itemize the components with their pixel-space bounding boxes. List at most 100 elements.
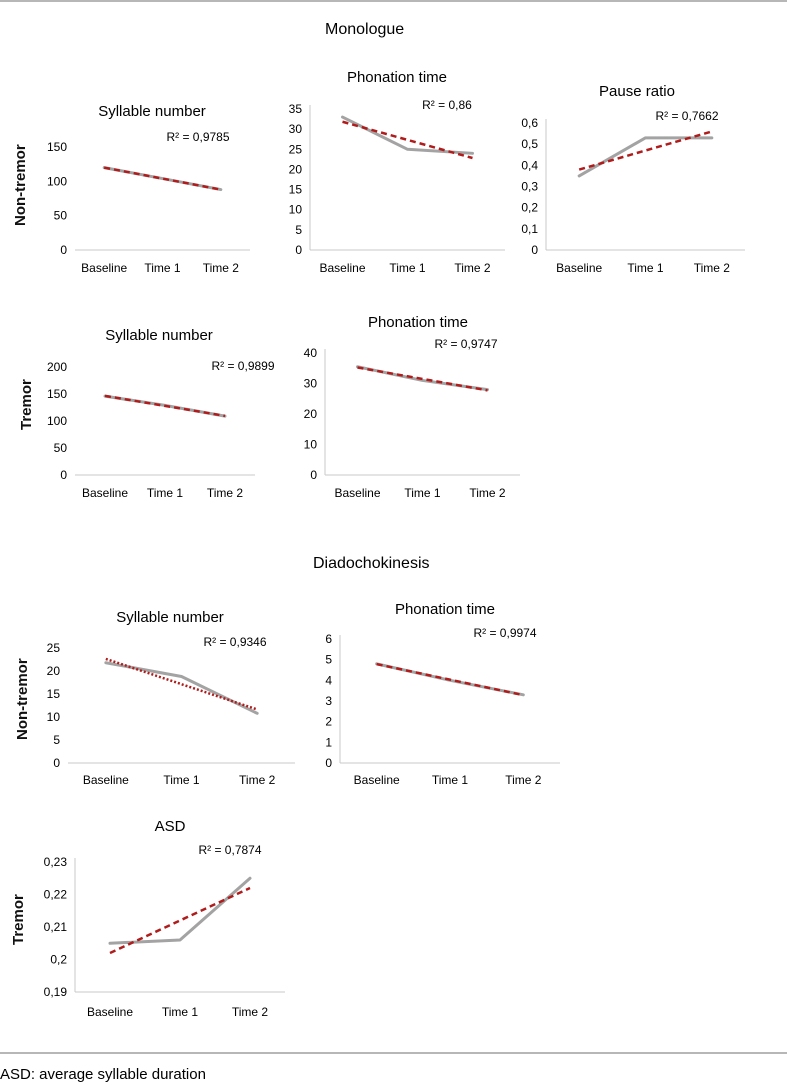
chart-title: ASD (155, 818, 186, 835)
y-tick-label: 0 (325, 756, 332, 770)
chart-title: Phonation time (368, 314, 468, 331)
y-tick-label: 50 (54, 209, 68, 223)
x-tick-label: Time 2 (232, 1005, 269, 1019)
y-tick-label: 200 (47, 360, 67, 374)
chart-title: Phonation time (347, 69, 447, 86)
y-tick-label: 15 (289, 183, 303, 197)
y-tick-label: 5 (325, 653, 332, 667)
x-tick-label: Time 1 (404, 486, 441, 500)
y-tick-label: 3 (325, 694, 332, 708)
y-tick-label: 50 (54, 441, 68, 455)
chart-title: Syllable number (98, 103, 206, 120)
x-tick-label: Baseline (334, 486, 380, 500)
x-tick-label: Time 1 (144, 261, 181, 275)
x-tick-label: Time 1 (627, 261, 664, 275)
bottom-rule (0, 1052, 787, 1054)
y-tick-label: 0,4 (521, 158, 538, 172)
x-tick-label: Baseline (319, 261, 365, 275)
y-tick-label: 0,19 (44, 985, 68, 999)
trend-line (357, 366, 488, 392)
y-tick-label: 0 (310, 468, 317, 482)
y-tick-label: 25 (47, 641, 61, 655)
chart-title: Syllable number (105, 327, 213, 344)
r-squared-label: R² = 0,7874 (198, 843, 261, 857)
r-squared-label: R² = 0,9785 (166, 130, 229, 144)
chart-title: Phonation time (395, 601, 495, 618)
y-tick-label: 0 (60, 243, 67, 257)
section-title-diadochokinesis: Diadochokinesis (313, 555, 430, 572)
y-tick-label: 5 (295, 223, 302, 237)
r-squared-label: R² = 0,9747 (434, 337, 497, 351)
y-tick-label: 0 (295, 243, 302, 257)
y-tick-label: 30 (289, 122, 303, 136)
x-tick-label: Time 2 (207, 486, 244, 500)
x-tick-label: Time 1 (147, 486, 184, 500)
trend-line (376, 662, 524, 697)
x-tick-label: Time 1 (432, 773, 469, 787)
chart-title: Pause ratio (599, 83, 675, 100)
data-series-line (108, 876, 252, 945)
y-tick-label: 20 (289, 162, 303, 176)
y-tick-label: 0,6 (521, 116, 538, 130)
r-squared-label: R² = 0,7662 (655, 109, 718, 123)
y-tick-label: 15 (47, 687, 61, 701)
x-tick-label: Time 1 (389, 261, 426, 275)
footnote: ASD: average syllable duration (0, 1066, 206, 1083)
x-tick-label: Time 2 (505, 773, 542, 787)
trend-line (104, 394, 226, 418)
y-tick-label: 10 (47, 710, 61, 724)
y-tick-label: 20 (47, 664, 61, 678)
data-series-line (102, 166, 223, 192)
y-tick-label: 0,21 (44, 920, 68, 934)
r-squared-label: R² = 0,9346 (203, 635, 266, 649)
y-tick-label: 0 (531, 243, 538, 257)
y-tick-label: 0,1 (521, 222, 538, 236)
y-tick-label: 10 (304, 438, 318, 452)
data-series-line (577, 136, 714, 178)
y-tick-label: 6 (325, 632, 332, 646)
y-tick-label: 40 (304, 346, 318, 360)
y-tick-label: 0 (60, 468, 67, 482)
x-tick-label: Time 2 (239, 773, 276, 787)
x-tick-label: Time 2 (454, 261, 491, 275)
y-tick-label: 5 (53, 733, 60, 747)
y-tick-label: 0,5 (521, 137, 538, 151)
y-tick-label: 150 (47, 387, 67, 401)
y-tick-label: 0,22 (44, 888, 68, 902)
y-tick-label: 100 (47, 174, 67, 188)
y-tick-label: 30 (304, 377, 318, 391)
x-tick-label: Baseline (87, 1005, 133, 1019)
top-rule (0, 0, 787, 2)
x-tick-label: Baseline (82, 486, 128, 500)
x-tick-label: Baseline (81, 261, 127, 275)
y-tick-label: 2 (325, 715, 332, 729)
r-squared-label: R² = 0,86 (422, 98, 472, 112)
trend-line (109, 886, 251, 955)
y-tick-label: 0,23 (44, 855, 68, 869)
y-tick-label: 35 (289, 102, 303, 116)
x-tick-label: Time 2 (203, 261, 240, 275)
y-tick-label: 10 (289, 203, 303, 217)
r-squared-label: R² = 0,9974 (473, 626, 536, 640)
y-tick-label: 0,2 (50, 953, 67, 967)
section-title-monologue: Monologue (325, 21, 405, 38)
x-tick-label: Time 1 (162, 1005, 199, 1019)
y-tick-label: 20 (304, 407, 318, 421)
x-tick-label: Time 2 (469, 486, 506, 500)
r-squared-label: R² = 0,9899 (211, 359, 274, 373)
trend-line (578, 130, 713, 171)
x-tick-label: Time 1 (163, 773, 200, 787)
y-tick-label: 100 (47, 414, 67, 428)
y-tick-label: 25 (289, 142, 303, 156)
data-series-line (104, 661, 259, 715)
y-tick-label: 0,3 (521, 180, 538, 194)
y-tick-label: 1 (325, 735, 332, 749)
y-tick-label: 0,2 (521, 201, 538, 215)
x-tick-label: Time 2 (694, 261, 731, 275)
trend-line (342, 120, 473, 160)
y-tick-label: 150 (47, 140, 67, 154)
y-tick-label: 4 (325, 673, 332, 687)
chart-title: Syllable number (116, 609, 224, 626)
trend-line (105, 657, 258, 711)
